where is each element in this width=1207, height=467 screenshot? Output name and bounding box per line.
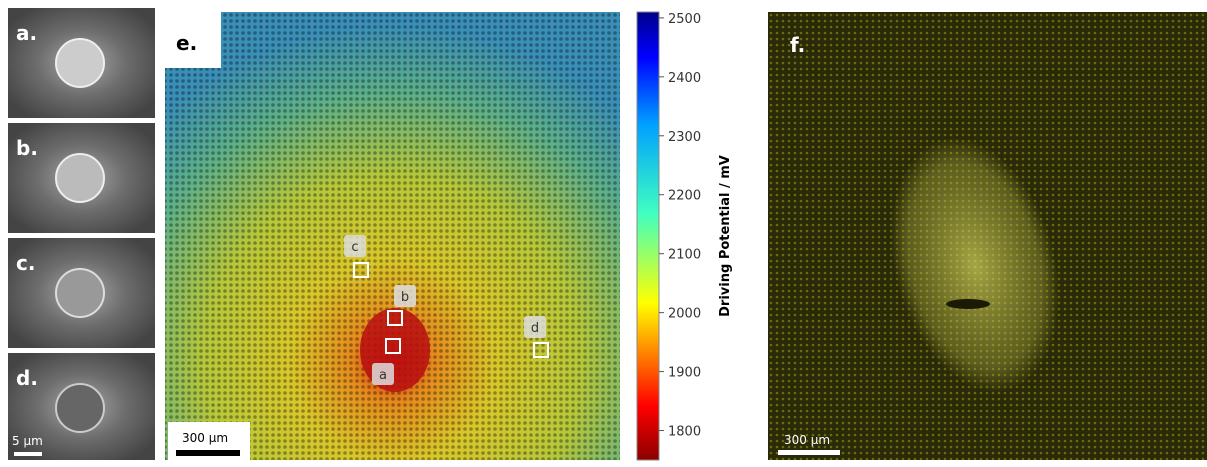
site-box bbox=[385, 338, 401, 354]
scale-label: 300 µm bbox=[182, 431, 228, 445]
pillar-array bbox=[165, 12, 620, 460]
panel-label: d. bbox=[16, 366, 38, 390]
label-box bbox=[165, 12, 221, 68]
site-box bbox=[533, 342, 549, 358]
site-tag bbox=[394, 285, 416, 307]
site-markers bbox=[353, 262, 549, 358]
site-tag bbox=[344, 235, 366, 257]
panel-label: a. bbox=[16, 21, 37, 45]
site-label: d bbox=[531, 321, 539, 336]
tick-label: 2100 bbox=[668, 248, 701, 263]
scale-bar bbox=[176, 450, 240, 456]
fluorescent-region bbox=[890, 137, 1060, 393]
tick-label: 2200 bbox=[668, 189, 701, 204]
tick-label: 2300 bbox=[668, 130, 701, 145]
tick-label: 2400 bbox=[668, 71, 701, 86]
sem-panels: a. b. c. d. 5 µm bbox=[8, 8, 155, 460]
panel-label: b. bbox=[16, 136, 38, 160]
site-label: c bbox=[351, 240, 358, 255]
tick-label: 2000 bbox=[668, 307, 701, 322]
pillar bbox=[55, 153, 105, 203]
fluor-panel: f. 300 µm bbox=[768, 12, 1207, 460]
scale-bar bbox=[778, 450, 840, 455]
low-potential-region bbox=[360, 308, 430, 392]
site-tag bbox=[372, 363, 394, 385]
site-labels: a b c d bbox=[344, 235, 546, 385]
site-tag bbox=[524, 316, 546, 338]
colorbar: Driving Potential / mV 1800 1900 2000 2100 2… bbox=[636, 11, 733, 461]
tick-label: 1800 bbox=[668, 425, 701, 440]
tick-label: 2500 bbox=[668, 12, 701, 27]
site-label: a bbox=[379, 368, 387, 383]
pillar bbox=[55, 268, 105, 318]
dark-streak bbox=[946, 299, 990, 309]
scale-label: 5 µm bbox=[12, 434, 43, 448]
panel-label: f. bbox=[790, 33, 805, 57]
panel-label: c. bbox=[16, 251, 35, 275]
site-box bbox=[353, 262, 369, 278]
map-panel: e. a b c d 300 µm bbox=[165, 12, 620, 460]
pillar bbox=[55, 38, 105, 88]
panel-label: e. bbox=[176, 31, 197, 55]
pillar bbox=[55, 383, 105, 433]
colorbar-scale bbox=[636, 11, 660, 461]
site-box bbox=[387, 310, 403, 326]
tick-label: 1900 bbox=[668, 366, 701, 381]
site-label: b bbox=[401, 290, 409, 305]
scale-bar bbox=[14, 452, 42, 456]
colorbar-label: Driving Potential / mV bbox=[718, 155, 733, 317]
scale-label: 300 µm bbox=[784, 433, 830, 447]
